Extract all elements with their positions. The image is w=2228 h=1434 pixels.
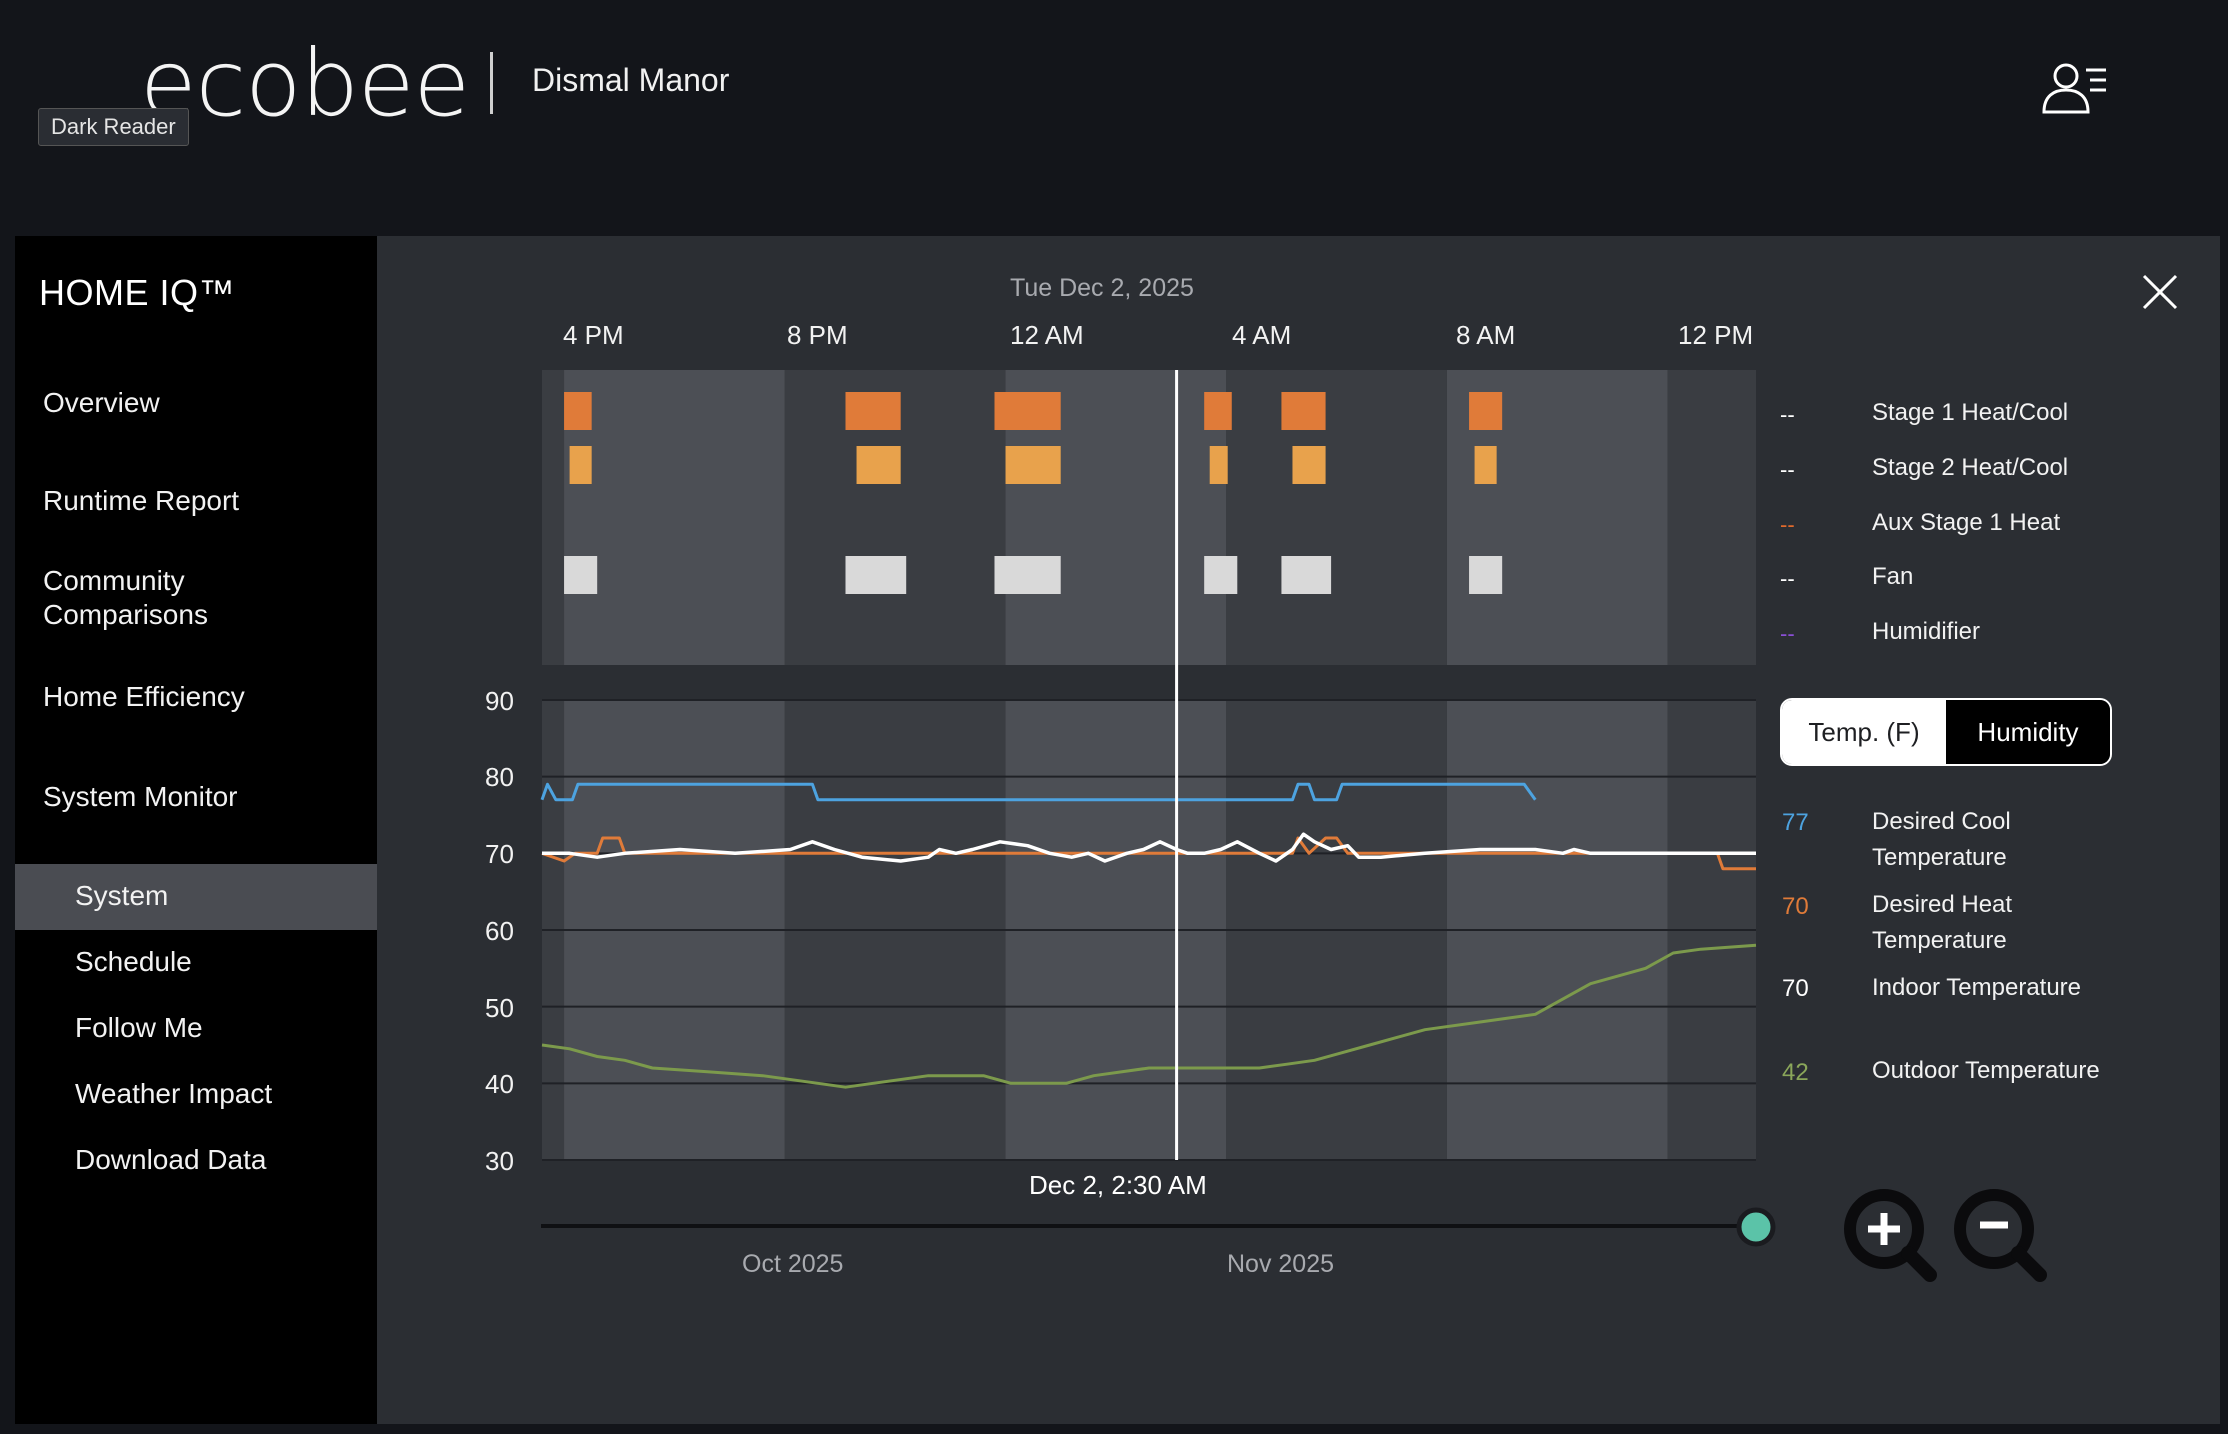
outdoor-temp-value: 42 (1782, 1059, 1809, 1086)
y-tick-label: 90 (485, 686, 514, 716)
time-tick-label: 12 PM (1678, 320, 1754, 350)
ecobee-logo[interactable]: ecobee (140, 30, 470, 137)
series-line-indoor-temperature (542, 832, 1756, 863)
legend-stage1: Stage 1 Heat/Cool (1872, 399, 2069, 426)
sidebar-item-runtime-report[interactable]: Runtime Report (43, 485, 240, 516)
legend-humidifier: Humidifier (1872, 618, 1981, 645)
logo-divider (490, 52, 493, 114)
y-tick-label: 40 (485, 1069, 514, 1099)
user-menu-icon[interactable] (2040, 60, 2110, 116)
time-tick-label: 4 AM (1232, 320, 1292, 350)
top-bar (0, 0, 2228, 236)
equipment-run-block (1474, 446, 1497, 484)
timeline-handle[interactable] (1736, 1207, 1776, 1247)
equipment-run-block (1209, 446, 1228, 484)
equipment-run-block (1469, 392, 1503, 430)
time-tick-label: 4 PM (563, 320, 624, 350)
equipment-run-block (994, 392, 1061, 430)
series-line-outdoor-temperature (541, 943, 1757, 1089)
desired-heat-label: Desired Heat Temperature (1872, 891, 2013, 954)
equipment-run-block (1204, 392, 1232, 430)
y-tick-label: 80 (485, 762, 514, 792)
equipment-run-block (845, 556, 907, 594)
sidebar-subitem-schedule[interactable]: Schedule (75, 946, 192, 977)
legend-fan: Fan (1872, 563, 1914, 590)
equipment-run-block (845, 392, 901, 430)
equipment-run-block (1292, 446, 1326, 484)
legend-value: -- (1780, 402, 1795, 427)
equipment-run-block (569, 446, 592, 484)
sidebar: HOME IQ™ Overview Runtime Report Communi… (15, 236, 377, 1424)
toggle-humidity-button[interactable]: Humidity (1946, 700, 2110, 764)
sidebar-title: HOME IQ™ (39, 272, 236, 313)
sidebar-subitem-weather-impact[interactable]: Weather Impact (75, 1078, 273, 1109)
sidebar-active-highlight (15, 864, 377, 930)
legend-value: -- (1780, 621, 1795, 646)
dark-reader-badge: Dark Reader (38, 108, 189, 146)
equipment-run-block (856, 446, 901, 484)
time-tick-label: 8 AM (1456, 320, 1516, 350)
time-tick-label: 8 PM (787, 320, 848, 350)
sidebar-subitem-system[interactable]: System (75, 880, 169, 911)
home-name: Dismal Manor (532, 62, 730, 98)
equipment-run-block (564, 556, 598, 594)
time-band (542, 370, 565, 665)
series-line-desired-cool-temperature (540, 782, 1537, 802)
sidebar-subitem-follow-me[interactable]: Follow Me (75, 1012, 203, 1043)
sidebar-item-system-monitor[interactable]: System Monitor (43, 781, 238, 812)
time-band (1667, 370, 1756, 665)
equipment-run-block (1204, 556, 1238, 594)
zoom-in-icon[interactable] (1840, 1185, 1940, 1285)
legend-value: -- (1780, 566, 1795, 591)
sidebar-subitem-download-data[interactable]: Download Data (75, 1144, 267, 1175)
desired-cool-label: Desired Cool Temperature (1872, 808, 2011, 871)
zoom-out-icon[interactable] (1950, 1185, 2050, 1285)
cursor-time-label: Dec 2, 2:30 AM (1029, 1170, 1207, 1200)
desired-cool-value: 77 (1782, 809, 1809, 836)
equipment-run-block (564, 392, 592, 430)
legend-stage2: Stage 2 Heat/Cool (1872, 454, 2069, 481)
desired-heat-value: 70 (1782, 893, 1809, 920)
close-icon[interactable] (2140, 272, 2180, 312)
chart-mode-toggle: Temp. (F) Humidity (1780, 698, 2112, 766)
indoor-temp-label: Indoor Temperature (1872, 974, 2082, 1001)
equipment-run-block (994, 556, 1061, 594)
legend-aux-heat: Aux Stage 1 Heat (1872, 509, 2061, 536)
sidebar-item-community-comparisons[interactable]: Community Comparisons (43, 565, 208, 630)
y-tick-label: 60 (485, 916, 514, 946)
equipment-run-block (1281, 392, 1326, 430)
y-tick-label: 50 (485, 993, 514, 1023)
legend-value: -- (1780, 512, 1795, 537)
sidebar-item-home-efficiency[interactable]: Home Efficiency (43, 681, 245, 712)
y-tick-label: 70 (485, 839, 514, 869)
y-tick-label: 30 (485, 1146, 514, 1176)
indoor-temp-value: 70 (1782, 975, 1809, 1002)
chart-date: Tue Dec 2, 2025 (1010, 274, 1194, 302)
toggle-temp-button[interactable]: Temp. (F) (1782, 700, 1946, 764)
timeline-month-label: Oct 2025 (742, 1250, 844, 1278)
timeline-month-label: Nov 2025 (1227, 1250, 1335, 1278)
outdoor-temp-label: Outdoor Temperature (1872, 1057, 2100, 1084)
time-band (1226, 370, 1447, 665)
time-tick-label: 12 AM (1010, 320, 1084, 350)
sidebar-item-overview[interactable]: Overview (43, 387, 160, 418)
legend-value: -- (1780, 457, 1795, 482)
equipment-run-block (1005, 446, 1061, 484)
time-band (564, 370, 785, 665)
equipment-run-block (1281, 556, 1332, 594)
equipment-run-block (1469, 556, 1503, 594)
